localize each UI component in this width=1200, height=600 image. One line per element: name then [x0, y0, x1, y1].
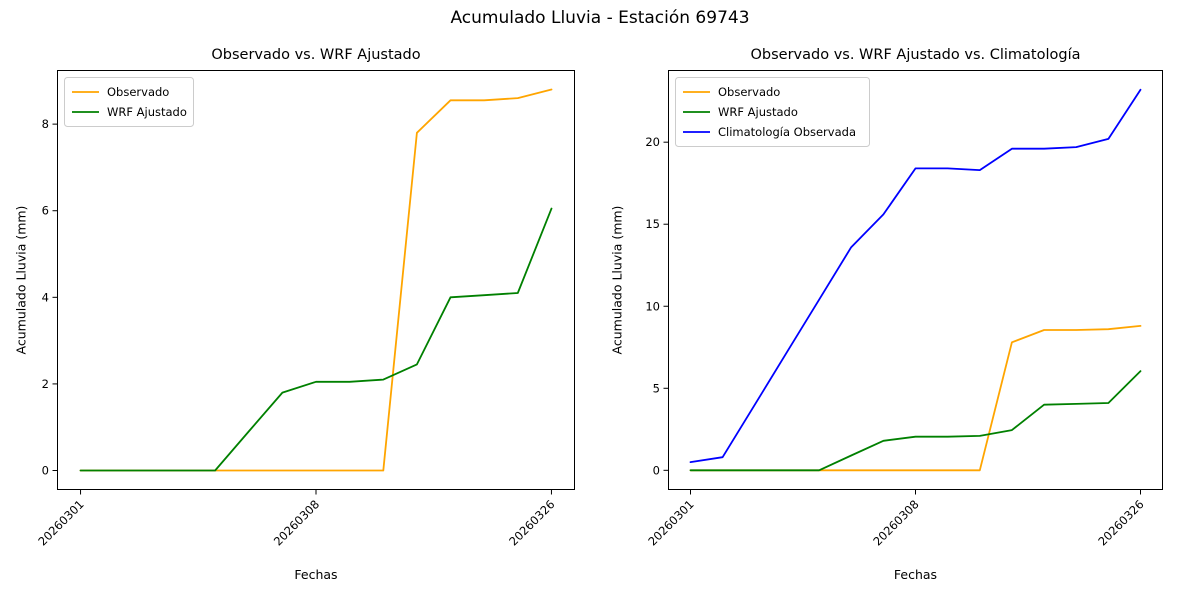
- y-tick-label: 4: [42, 290, 49, 304]
- legend-label: WRF Ajustado: [107, 105, 187, 119]
- legend: Observado WRF Ajustado Climatología Observ…: [675, 77, 870, 147]
- x-tick-label: 20260308: [271, 497, 322, 548]
- y-tick-label: 10: [645, 299, 660, 313]
- right-chart-title: Observado vs. WRF Ajustado vs. Climatolo…: [750, 47, 1081, 63]
- y-tick-label: 6: [42, 204, 49, 218]
- left-chart-xlabel: Fechas: [294, 567, 338, 582]
- right-chart-plot: 0 5 10 15 20 20260301 20260308 20260326 Observad…: [645, 70, 1163, 549]
- left-chart-ylabel: Acumulado Lluvia (mm): [13, 205, 29, 355]
- legend-label: Observado: [107, 85, 169, 99]
- x-tick-label: 20260301: [35, 497, 86, 548]
- legend-label: WRF Ajustado: [718, 105, 798, 119]
- legend-box: [64, 77, 194, 127]
- y-tick-label: 0: [42, 464, 49, 478]
- legend-label: Climatología Observada: [718, 125, 856, 139]
- y-tick-label: 0: [653, 463, 660, 477]
- x-tick-label: 20260308: [870, 497, 921, 548]
- x-tick-label: 20260301: [645, 497, 696, 548]
- right-chart-xlabel: Fechas: [893, 567, 938, 582]
- y-tick-label: 2: [42, 377, 49, 391]
- legend: Observado WRF Ajustado: [64, 77, 194, 127]
- x-tick-label: 20260326: [506, 497, 557, 548]
- series-line-wrf-ajustado: [689, 370, 1142, 472]
- right-chart-ylabel: Acumulado Lluvia (mm): [609, 205, 625, 355]
- legend-box: [675, 77, 870, 147]
- y-tick-label: 8: [42, 117, 49, 131]
- series-line-observado: [79, 88, 553, 472]
- y-tick-label: 5: [653, 381, 660, 395]
- figure-title: Acumulado Lluvia - Estación 69743: [450, 8, 750, 28]
- left-chart-title: Observado vs. WRF Ajustado: [211, 47, 421, 63]
- axes-frame: [57, 70, 575, 490]
- left-chart-plot: 0 2 4 6 8 20260301 20260308 20260326 Observado WR…: [35, 70, 575, 549]
- y-tick-label: 15: [645, 217, 660, 231]
- series-line-climatolog-a-observada: [689, 88, 1142, 464]
- axes-frame: [668, 70, 1163, 490]
- series-line-wrf-ajustado: [79, 207, 553, 472]
- y-tick-label: 20: [645, 135, 660, 149]
- legend-label: Observado: [718, 85, 780, 99]
- x-tick-label: 20260326: [1095, 497, 1146, 548]
